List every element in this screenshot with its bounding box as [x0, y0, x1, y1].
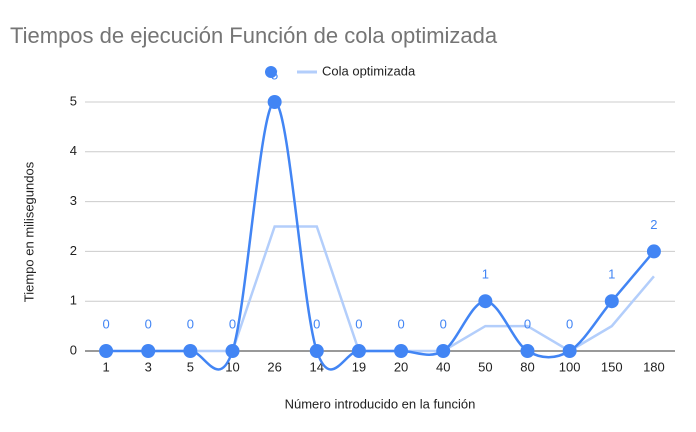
data-point	[99, 344, 114, 358]
y-tick-label: 3	[70, 193, 77, 208]
x-tick-label: 10	[225, 359, 239, 374]
data-point	[183, 344, 198, 358]
data-label: 0	[145, 316, 152, 331]
x-tick-label: 14	[310, 359, 324, 374]
data-label: 0	[566, 316, 573, 331]
data-label: 2	[650, 217, 657, 232]
data-label: 1	[482, 267, 489, 282]
y-tick-label: 0	[70, 342, 77, 357]
data-label: 0	[397, 316, 404, 331]
y-tick-label: 5	[70, 93, 77, 108]
x-axis-label: Número introducido en la función	[285, 396, 476, 411]
x-tick-label: 150	[601, 359, 623, 374]
x-tick-label: 5	[187, 359, 194, 374]
data-point	[351, 344, 366, 358]
data-point	[436, 344, 451, 358]
data-point	[646, 244, 661, 259]
data-label: 0	[187, 316, 194, 331]
y-tick-label: 1	[70, 293, 77, 308]
x-tick-label: 50	[478, 359, 492, 374]
chart-title: Tiempos de ejecución Función de cola opt…	[10, 23, 498, 48]
x-tick-label: 26	[267, 359, 281, 374]
data-label: 0	[355, 316, 362, 331]
y-axis-label: Tiempo en milisegundos	[21, 161, 36, 302]
data-label: 0	[313, 316, 320, 331]
legend-marker	[265, 66, 277, 78]
data-point	[562, 344, 577, 358]
x-tick-label: 19	[352, 359, 366, 374]
y-tick-label: 4	[70, 143, 77, 158]
data-point	[267, 95, 282, 109]
x-tick-label: 180	[643, 359, 665, 374]
data-label: 0	[524, 316, 531, 331]
data-label: 0	[229, 316, 236, 331]
x-tick-label: 40	[436, 359, 450, 374]
data-label: 0	[440, 316, 447, 331]
data-point	[394, 344, 409, 358]
x-tick-label: 100	[559, 359, 581, 374]
legend-label: Cola optimizada	[322, 63, 416, 78]
data-label: 1	[608, 267, 615, 282]
data-point	[520, 344, 535, 358]
data-label: 0	[102, 316, 109, 331]
y-tick-label: 2	[70, 243, 77, 258]
data-point	[604, 294, 619, 309]
data-point	[478, 294, 493, 309]
x-tick-label: 20	[394, 359, 408, 374]
data-line	[106, 100, 655, 371]
x-tick-label: 80	[520, 359, 534, 374]
data-point	[225, 344, 240, 358]
x-tick-label: 3	[145, 359, 152, 374]
x-tick-label: 1	[102, 359, 109, 374]
data-point	[141, 344, 156, 358]
data-point	[309, 344, 324, 358]
